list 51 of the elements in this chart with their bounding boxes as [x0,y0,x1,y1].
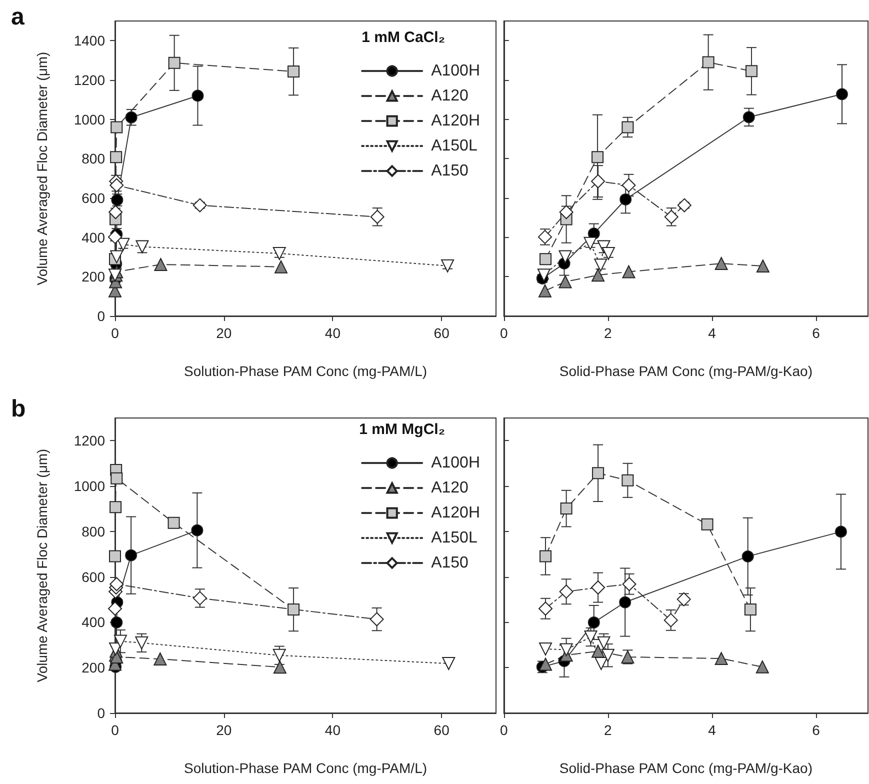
legend-title: 1 mM MgCl₂ [359,421,446,438]
x-tick-label: 60 [434,722,450,738]
x-tick-label: 20 [216,722,232,738]
legend-label: A150 [431,554,469,572]
legend-label: A150 [431,162,469,180]
y-tick-label: 1200 [74,72,106,88]
y-tick-label: 600 [82,190,106,206]
legend-label: A120H [431,112,480,130]
y-tick-label: 400 [82,614,106,630]
y-tick-label: 200 [82,268,106,285]
x-tick-label: 60 [434,325,450,341]
x-tick-label: 2 [604,722,612,738]
x-tick-label: 4 [708,722,716,738]
legend-label: A120H [431,504,480,522]
y-axis-title: Volume Averaged Floc Diameter (μm) [34,52,50,286]
y-tick-label: 1400 [74,32,106,49]
x-axis-title: Solution-Phase PAM Conc (mg-PAM/L) [184,760,428,776]
legend-label: A100H [431,454,480,472]
x-tick-label: 0 [111,722,120,738]
x-tick-label: 40 [324,325,341,341]
legend-label: A150L [431,138,478,154]
chart-title: a [11,4,25,30]
y-axis-title: Volume Averaged Floc Diameter (μm) [34,448,50,682]
y-tick-label: 200 [82,660,106,676]
y-tick-label: 400 [82,229,106,246]
x-tick-label: 0 [500,722,508,738]
x-tick-label: 6 [812,722,820,738]
x-tick-label: 40 [324,722,341,738]
y-tick-label: 800 [82,523,106,540]
legend-title: 1 mM CaCl₂ [362,29,446,46]
x-tick-label: 0 [500,325,508,341]
y-tick-label: 0 [97,705,106,721]
y-tick-label: 1000 [74,478,106,494]
y-tick-label: 1000 [74,111,106,128]
x-axis-title: Solid-Phase PAM Conc (mg-PAM/g-Kao) [559,363,813,379]
x-tick-label: 0 [111,325,120,341]
y-tick-label: 1200 [74,432,106,449]
legend-label: A120 [431,88,469,104]
y-tick-label: 800 [82,150,106,167]
x-axis-title: Solution-Phase PAM Conc (mg-PAM/L) [184,363,428,379]
legend-label: A100H [431,62,480,80]
y-tick-label: 600 [82,568,106,585]
x-tick-label: 20 [216,325,232,341]
legend-label: A120 [431,480,469,496]
chart-title: b [11,396,26,422]
x-axis-title: Solid-Phase PAM Conc (mg-PAM/g-Kao) [559,760,813,776]
y-tick-label: 0 [97,308,106,324]
x-tick-label: 6 [812,325,820,341]
x-tick-label: 4 [708,325,716,341]
legend-label: A150L [431,530,478,546]
x-tick-label: 2 [604,325,612,341]
